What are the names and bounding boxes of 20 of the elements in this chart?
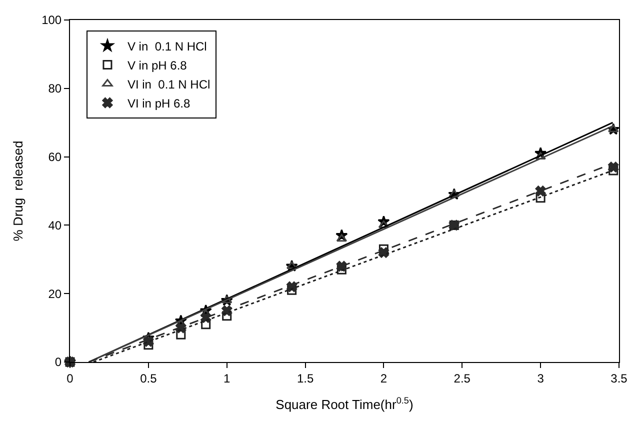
x-tick-label: 1 — [224, 371, 231, 386]
x-tick-label: 2 — [380, 371, 388, 386]
legend-label: V in 0.1 N HCl — [127, 39, 207, 54]
x-tick-label: 3.5 — [610, 371, 628, 386]
x-tick-label: 3 — [537, 371, 544, 386]
x-tick-label: 0 — [66, 371, 74, 386]
y-tick-label: 0 — [54, 355, 62, 370]
x-tick-label: 0.5 — [140, 371, 158, 386]
x-tick-label: 2.5 — [454, 371, 471, 386]
legend-label: VI in 0.1 N HCl — [127, 77, 210, 92]
legend-label: VI in pH 6.8 — [127, 96, 190, 110]
y-tick-label: 60 — [48, 150, 62, 164]
x-tick-label: 1.5 — [296, 371, 314, 386]
y-tick-label: 40 — [48, 218, 62, 232]
y-tick-label: 20 — [48, 286, 62, 301]
y-tick-label: 100 — [42, 13, 62, 28]
x-axis-title: Square Root Time(hr$^{0.5}$) — [276, 396, 414, 412]
y-axis-title: % Drug released — [10, 140, 26, 242]
legend-label: V in pH 6.8 — [127, 58, 188, 72]
y-tick-label: 80 — [48, 82, 62, 96]
